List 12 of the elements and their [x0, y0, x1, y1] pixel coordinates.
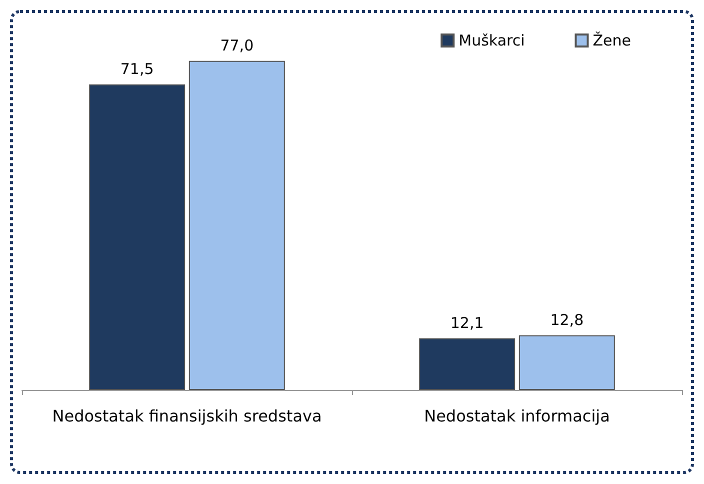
x-tick-label: Nedostatak finansijskih sredstava [52, 406, 322, 426]
bar [89, 84, 186, 390]
bar [419, 338, 516, 390]
bar [188, 60, 285, 390]
data-label: 12,8 [550, 310, 584, 329]
legend-label: Žene [592, 32, 632, 50]
bar [518, 335, 615, 390]
data-label: 71,5 [120, 60, 154, 78]
legend-label: Muškarci [458, 32, 525, 50]
data-label: 12,1 [450, 314, 484, 332]
data-label: 77,0 [220, 36, 254, 54]
x-tick-label: Nedostatak informacija [424, 406, 610, 426]
